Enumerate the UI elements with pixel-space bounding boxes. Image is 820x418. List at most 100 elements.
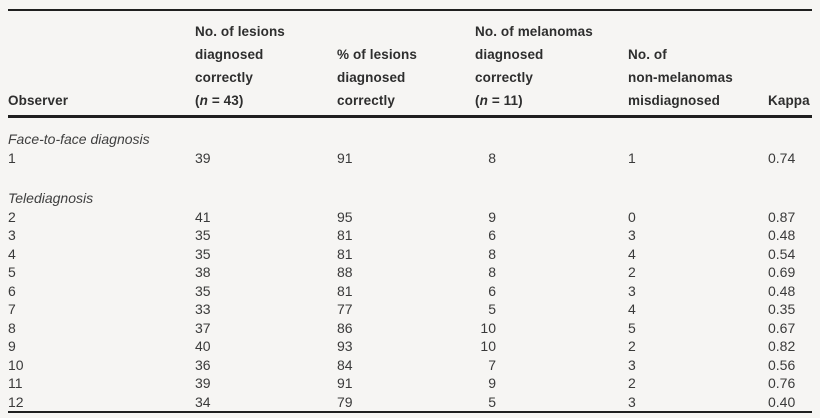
table-cell: 3 xyxy=(8,227,16,243)
table-cell: 0.40 xyxy=(768,393,796,410)
table-cell: 2 xyxy=(8,208,16,225)
table-cell: 3 xyxy=(628,356,636,373)
table-cell: 7 xyxy=(8,301,16,317)
table-cell: 79 xyxy=(337,393,353,410)
table-cell: 39 xyxy=(195,149,211,166)
table-cell: 11 xyxy=(8,375,23,391)
table-row: 5 38 88 8 2 0.69 xyxy=(8,263,812,282)
table-row: 12 34 79 5 3 0.40 xyxy=(8,393,812,412)
table-section: Face-to-face diagnosis 1 39 91 8 1 0.74 xyxy=(8,130,812,167)
table-cell: 91 xyxy=(337,149,353,166)
table-cell: 88 xyxy=(337,264,353,280)
table-cell: 33 xyxy=(195,301,211,317)
table-section: Telediagnosis 2 41 95 9 0 0.87 3 35 81 6 3 0.48 4 35 81… xyxy=(8,189,812,411)
table-cell: 9 xyxy=(488,375,496,391)
table-row: 2 41 95 9 0 0.87 xyxy=(8,208,812,227)
table-cell: 35 xyxy=(195,245,211,262)
header-lesions-correct: No. of lesions diagnosed correctly (n = … xyxy=(195,24,285,108)
table-cell: 4 xyxy=(628,245,636,262)
table-cell: 4 xyxy=(8,245,16,262)
table-cell: 8 xyxy=(488,245,496,262)
table-cell: 10 xyxy=(8,356,24,373)
table-row: 3 35 81 6 3 0.48 xyxy=(8,226,812,245)
table-cell: 91 xyxy=(337,375,353,391)
header-nonmelanomas-misdiagnosed: No. of non-melanomas misdiagnosed xyxy=(628,47,733,108)
header-observer: Observer xyxy=(8,89,195,112)
table-cell: 37 xyxy=(195,319,211,336)
section-label: Face-to-face diagnosis xyxy=(8,131,150,147)
table-cell: 35 xyxy=(195,282,211,299)
table-cell: 36 xyxy=(195,356,211,373)
table-row: 1 39 91 8 1 0.74 xyxy=(8,149,812,168)
table-row: 6 35 81 6 3 0.48 xyxy=(8,282,812,301)
table-cell: 0.82 xyxy=(768,338,796,354)
table-cell: 77 xyxy=(337,301,353,317)
table-cell: 5 xyxy=(628,319,636,336)
table-cell: 8 xyxy=(8,319,16,336)
table-cell: 0.76 xyxy=(768,375,796,391)
section-label-row: Face-to-face diagnosis xyxy=(8,130,812,149)
table-cell: 41 xyxy=(195,208,211,225)
table-cell: 2 xyxy=(628,375,636,391)
table-cell: 2 xyxy=(628,338,636,354)
table-cell: 35 xyxy=(195,227,211,243)
table-cell: 5 xyxy=(8,264,16,280)
table-cell: 3 xyxy=(628,393,636,410)
table-cell: 10 xyxy=(480,338,496,354)
table-cell: 0.74 xyxy=(768,149,796,166)
table-cell: 0.69 xyxy=(768,264,796,280)
table-cell: 0.35 xyxy=(768,301,796,317)
table-cell: 81 xyxy=(337,282,353,299)
table-cell: 0.67 xyxy=(768,319,796,336)
table-cell: 3 xyxy=(628,227,636,243)
header-kappa: Kappa xyxy=(768,89,812,112)
table-cell: 0.54 xyxy=(768,245,796,262)
table-cell: 81 xyxy=(337,245,353,262)
table-cell: 7 xyxy=(488,356,496,373)
table-row: 11 39 91 9 2 0.76 xyxy=(8,374,812,393)
table-cell: 38 xyxy=(195,264,211,280)
table-bottom-rule xyxy=(8,411,812,413)
table-cell: 81 xyxy=(337,227,353,243)
table-header: Observer No. of lesions diagnosed correc… xyxy=(8,20,812,115)
table-cell: 1 xyxy=(8,149,16,166)
header-kappa-label: Kappa xyxy=(768,93,810,108)
table-cell: 39 xyxy=(195,375,211,391)
table-cell: 86 xyxy=(337,319,353,336)
table-cell: 0.48 xyxy=(768,227,796,243)
table-row: 8 37 86 10 5 0.67 xyxy=(8,319,812,338)
table-cell: 9 xyxy=(488,208,496,225)
table-cell: 93 xyxy=(337,338,353,354)
table-cell: 6 xyxy=(488,227,496,243)
table-cell: 3 xyxy=(628,282,636,299)
header-pct-correct: % of lesions diagnosed correctly xyxy=(337,47,417,108)
table-body: Face-to-face diagnosis 1 39 91 8 1 0.74 Teledia… xyxy=(8,118,812,411)
table-cell: 12 xyxy=(8,393,24,410)
table-cell: 34 xyxy=(195,393,211,410)
table-header-rule xyxy=(8,115,812,118)
table-cell: 8 xyxy=(488,264,496,280)
table-cell: 95 xyxy=(337,208,353,225)
table-cell: 1 xyxy=(628,149,636,166)
table-cell: 84 xyxy=(337,356,353,373)
table-cell: 40 xyxy=(195,338,211,354)
table-cell: 0.48 xyxy=(768,282,796,299)
n-variable: n xyxy=(479,93,488,108)
table-cell: 5 xyxy=(488,301,496,317)
table-row: 7 33 77 5 4 0.35 xyxy=(8,300,812,319)
table-row: 4 35 81 8 4 0.54 xyxy=(8,245,812,264)
table-row: 9 40 93 10 2 0.82 xyxy=(8,337,812,356)
table-cell: 2 xyxy=(628,264,636,280)
table-cell: 10 xyxy=(480,319,496,336)
section-label-row: Telediagnosis xyxy=(8,189,812,208)
table-cell: 5 xyxy=(488,393,496,410)
n-variable: n xyxy=(199,93,208,108)
table-cell: 6 xyxy=(8,282,16,299)
table-cell: 0.56 xyxy=(768,356,796,373)
table-cell: 6 xyxy=(488,282,496,299)
table-cell: 9 xyxy=(8,338,16,354)
table-cell: 4 xyxy=(628,301,636,317)
header-observer-label: Observer xyxy=(8,93,69,108)
section-label: Telediagnosis xyxy=(8,190,94,206)
